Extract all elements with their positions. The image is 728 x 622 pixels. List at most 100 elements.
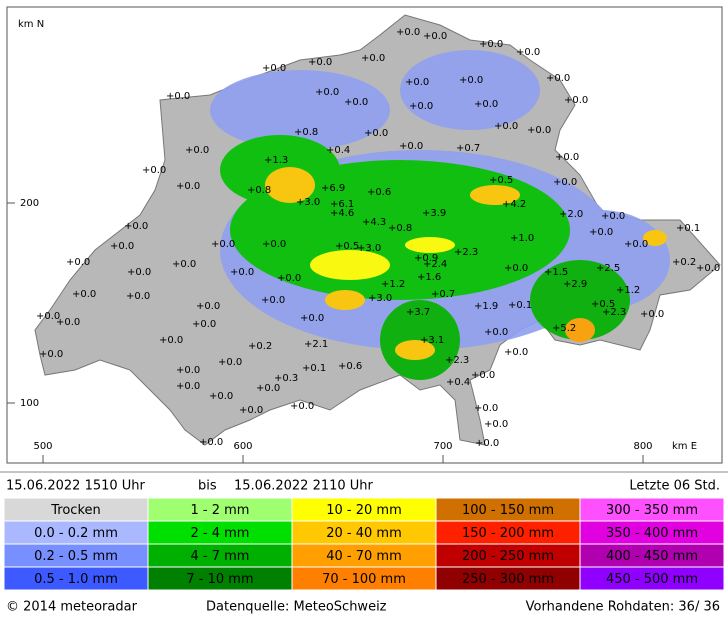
station-reading: +2.4 [423,259,447,270]
station-reading: +0.0 [110,241,134,252]
legend-label: 400 - 450 mm [606,549,698,564]
station-reading: +0.0 [166,91,190,102]
station-reading: +0.0 [399,141,423,152]
station-reading: +0.7 [431,289,455,300]
precip-overlay [210,50,670,380]
station-reading: +0.0 [396,27,420,38]
x-tick-label: 700 [433,441,452,452]
station-reading: +0.0 [315,87,339,98]
station-reading: +4.2 [502,199,526,210]
station-reading: +0.0 [475,438,499,449]
legend-label: 150 - 200 mm [462,526,554,541]
legend-label: 0.0 - 0.2 mm [34,526,118,541]
station-reading: +0.0 [239,405,263,416]
station-reading: +0.0 [423,31,447,42]
station-reading: +0.2 [672,257,696,268]
station-reading: +0.0 [124,221,148,232]
station-reading: +1.2 [616,285,640,296]
raw-data: Vorhandene Rohdaten: 36/ 36 [526,600,720,615]
legend-label: 4 - 7 mm [191,549,250,564]
station-reading: +0.0 [159,335,183,346]
y-tick-label: 100 [20,398,39,409]
station-reading: +0.0 [290,401,314,412]
station-reading: +2.0 [559,209,583,220]
station-reading: +0.3 [274,373,298,384]
legend-label: 1 - 2 mm [191,503,250,518]
legend-label: 300 - 350 mm [606,503,698,518]
station-reading: +0.0 [230,267,254,278]
station-reading: +0.0 [546,73,570,84]
station-reading: +0.0 [261,295,285,306]
legend-label: 10 - 20 mm [326,503,402,518]
period-start: 15.06.2022 1510 Uhr [6,479,146,494]
station-reading: +0.0 [172,259,196,270]
station-reading: +0.0 [361,53,385,64]
station-reading: +0.0 [209,391,233,402]
station-reading: +0.0 [344,97,368,108]
period-end: 15.06.2022 2110 Uhr [234,479,374,494]
legend-label: 200 - 250 mm [462,549,554,564]
x-tick-label: 600 [233,441,252,452]
station-reading: +0.0 [36,311,60,322]
station-reading: +0.0 [555,152,579,163]
x-tick-label: 800 [633,441,652,452]
station-reading: +0.0 [176,181,200,192]
station-reading: +2.5 [596,263,620,274]
x-tick-label: 500 [33,441,52,452]
station-reading: +2.3 [445,355,469,366]
legend-label: 0.5 - 1.0 mm [34,572,118,587]
station-reading: +0.0 [516,47,540,58]
station-reading: +0.0 [308,57,332,68]
station-reading: +0.0 [589,227,613,238]
station-reading: +3.0 [357,243,381,254]
station-reading: +3.0 [296,197,320,208]
legend-label: 7 - 10 mm [186,572,253,587]
station-reading: +0.0 [262,239,286,250]
station-reading: +0.9 [414,253,438,264]
station-reading: +0.0 [484,327,508,338]
station-reading: +0.0 [39,349,63,360]
station-reading: +0.0 [564,95,588,106]
station-reading: +6.1 [330,199,354,210]
station-reading: +0.0 [56,317,80,328]
data-source: Datenquelle: MeteoSchweiz [206,600,387,615]
legend-label: 350 - 400 mm [606,526,698,541]
station-reading: +0.0 [176,381,200,392]
station-reading: +0.0 [176,365,200,376]
y-axis-label: km N [18,19,44,30]
station-reading: +0.5 [335,241,359,252]
legend-label: 20 - 40 mm [326,526,402,541]
station-reading: +0.0 [142,165,166,176]
station-reading: +1.3 [264,155,288,166]
station-reading: +0.0 [300,313,324,324]
station-reading: +0.0 [474,403,498,414]
station-reading: +0.0 [471,370,495,381]
station-reading: +0.0 [409,101,433,112]
station-reading: +0.8 [388,223,412,234]
station-reading: +0.0 [696,263,720,274]
station-reading: +0.0 [262,63,286,74]
station-reading: +0.6 [338,361,362,372]
station-reading: +0.0 [192,319,216,330]
station-reading: +0.0 [640,309,664,320]
station-reading: +0.0 [527,125,551,136]
station-reading: +0.0 [72,289,96,300]
copyright: © 2014 meteoradar [6,600,138,615]
legend-label: 250 - 300 mm [462,572,554,587]
station-reading: +0.0 [277,273,301,284]
station-reading: +0.2 [248,341,272,352]
legend-label: 0.2 - 0.5 mm [34,549,118,564]
station-reading: +0.0 [479,39,503,50]
legend-label: 40 - 70 mm [326,549,402,564]
station-reading: +0.0 [66,257,90,268]
station-reading: +0.0 [211,239,235,250]
station-reading: +0.0 [256,383,280,394]
station-reading: +0.0 [199,437,223,448]
station-reading: +3.9 [422,208,446,219]
y-tick-label: 200 [20,198,39,209]
station-reading: +0.7 [456,143,480,154]
legend-label: 450 - 500 mm [606,572,698,587]
station-reading: +0.0 [196,301,220,312]
station-reading: +0.0 [494,121,518,132]
station-reading: +0.1 [676,223,700,234]
